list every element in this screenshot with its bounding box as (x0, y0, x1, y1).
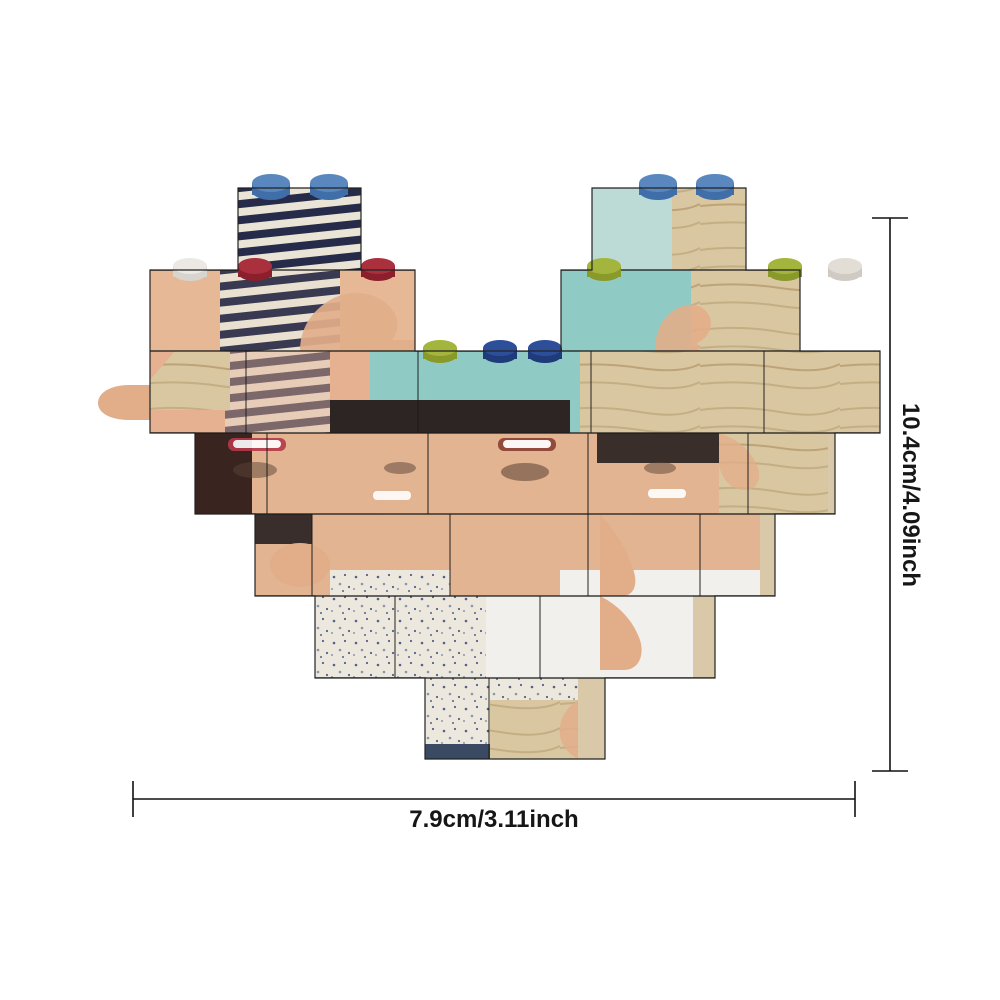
svg-text:10.4cm/4.09inch: 10.4cm/4.09inch (897, 403, 924, 587)
svg-text:7.9cm/3.11inch: 7.9cm/3.11inch (409, 806, 578, 833)
